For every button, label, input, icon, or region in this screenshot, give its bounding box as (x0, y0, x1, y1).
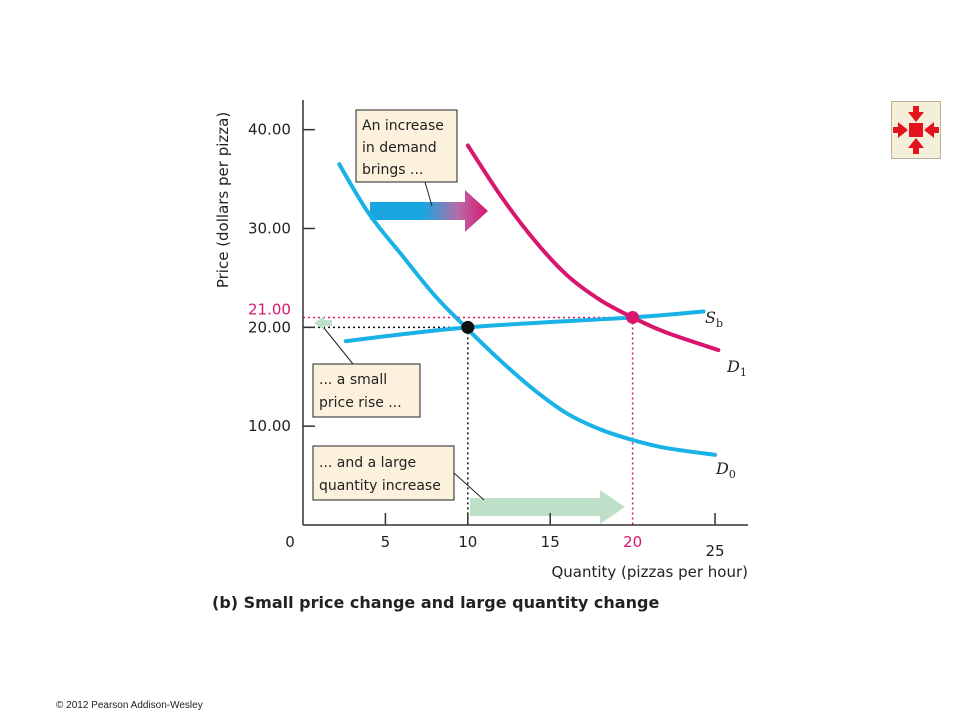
callout-quantity-line: ... and a large (319, 455, 416, 471)
curve-d0 (337, 162, 718, 457)
callout-price-line: ... a small (319, 372, 387, 388)
axes: 10.00 20.00 30.00 40.00 21.00 0 5 10 15 20 25 Quant… (214, 100, 748, 581)
x-tick-label: 20 (623, 533, 642, 551)
callout-quantity: ... and a large quantity increase (312, 445, 485, 501)
x-tick-label: 0 (285, 533, 295, 551)
callout-demand-line: An increase (362, 118, 444, 134)
quantity-increase-arrow (470, 490, 625, 524)
x-tick-label: 10 (458, 533, 477, 551)
nav-button[interactable] (891, 101, 941, 159)
callout-demand-line: brings ... (362, 162, 423, 178)
demand-shift-arrow (370, 190, 488, 232)
chart-caption: (b) Small price change and large quantit… (212, 593, 659, 612)
equilibrium-point-1 (626, 310, 640, 324)
x-tick-label: 15 (541, 533, 560, 551)
copyright: © 2012 Pearson Addison-Wesley (56, 700, 203, 711)
x-axis-title: Quantity (pizzas per hour) (551, 563, 748, 581)
curve-labels: D0 D1 Sb (705, 308, 747, 481)
callout-quantity-pointer (453, 472, 485, 501)
callout-demand-line: in demand (362, 140, 437, 156)
curve-label-sb: Sb (705, 308, 723, 330)
equilibrium-point-0 (461, 320, 475, 334)
y-tick-label: 20.00 (248, 318, 291, 336)
callouts: An increase in demand brings ... ... a s… (312, 109, 485, 501)
shift-arrows (314, 190, 625, 524)
price-rise-arrow (314, 316, 332, 330)
callout-demand: An increase in demand brings ... (355, 109, 458, 207)
callout-demand-pointer (424, 181, 433, 207)
x-tick-label: 5 (381, 533, 391, 551)
curve-label-d0: D0 (715, 459, 736, 481)
curve-d1 (465, 143, 721, 353)
y-tick-label: 10.00 (248, 417, 291, 435)
callout-price: ... a small price rise ... (312, 327, 421, 418)
callout-price-line: price rise ... (319, 395, 402, 411)
y-axis-title: Price (dollars per pizza) (214, 112, 232, 288)
collapse-arrows-icon (893, 106, 939, 154)
y-tick-label-highlight: 21.00 (248, 300, 291, 318)
curve-label-d1: D1 (726, 357, 747, 379)
callout-quantity-line: quantity increase (319, 478, 441, 494)
y-tick-label: 30.00 (248, 219, 291, 237)
equilibrium-points (461, 310, 640, 334)
curve-sb (343, 309, 706, 344)
curves (337, 143, 721, 457)
y-tick-label: 40.00 (248, 121, 291, 139)
callout-price-pointer (323, 327, 354, 365)
x-tick-label: 25 (705, 542, 724, 560)
